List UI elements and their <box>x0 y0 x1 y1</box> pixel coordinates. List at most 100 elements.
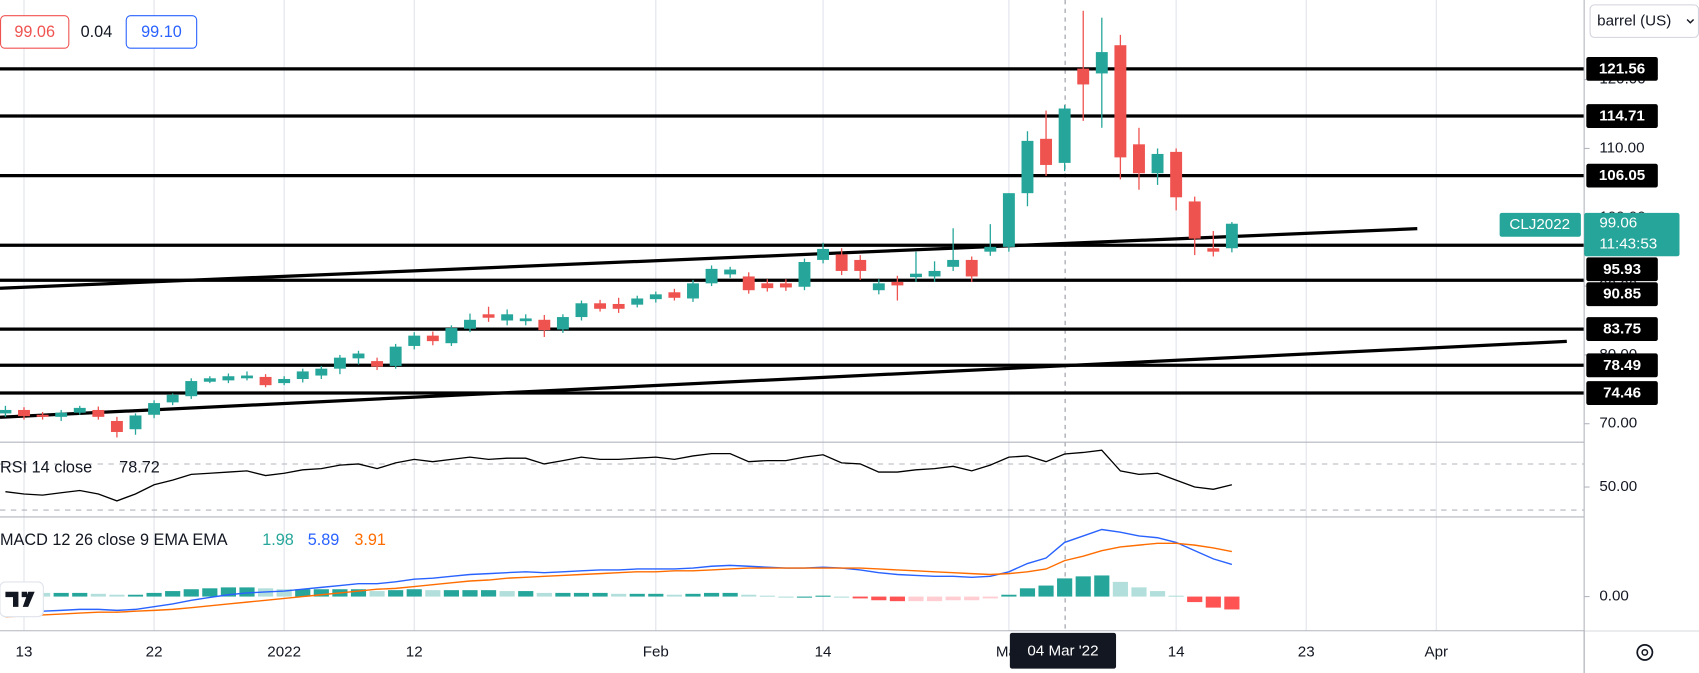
candle-body <box>519 318 532 322</box>
candle-body <box>1225 223 1238 249</box>
candle-body <box>352 353 365 359</box>
histogram-bar <box>1057 578 1073 597</box>
histogram-bar <box>72 592 88 597</box>
histogram-bar <box>313 589 329 597</box>
histogram-bar <box>1001 594 1017 597</box>
candle-body <box>556 317 569 330</box>
settings-icon[interactable] <box>1636 643 1654 661</box>
ask-box[interactable] <box>125 15 198 49</box>
candle-body <box>0 409 12 414</box>
x-tick-label: Mar <box>996 643 1022 660</box>
candle-body <box>798 261 811 287</box>
candle-body <box>333 357 346 369</box>
bid-box[interactable] <box>0 15 70 49</box>
candle-body <box>928 270 941 277</box>
candle-body <box>222 376 235 381</box>
x-tick-label: Apr <box>1424 643 1448 660</box>
x-tick-label: 2022 <box>267 643 301 660</box>
last-price: 99.06 <box>1599 215 1637 232</box>
candle-body <box>817 248 830 260</box>
histogram-bar <box>703 592 720 597</box>
histogram-bar <box>406 589 422 597</box>
level-label-box <box>1586 353 1658 378</box>
histogram-bar <box>443 590 459 597</box>
histogram-bar <box>165 591 181 597</box>
trend-line <box>0 227 1418 290</box>
candle-body <box>464 319 476 329</box>
candle-body <box>129 415 142 430</box>
level-label: 95.93 <box>1603 261 1641 278</box>
candle-body <box>649 294 662 300</box>
histogram-bar <box>295 589 311 597</box>
levels-layer <box>0 67 1585 395</box>
histogram-bar <box>239 587 255 597</box>
candle-body <box>185 381 198 397</box>
candle-body <box>426 335 439 342</box>
candle-body <box>779 283 792 288</box>
candle-body <box>947 259 960 267</box>
candle-body <box>1002 193 1015 247</box>
histogram-bar <box>1205 596 1221 608</box>
candle-body <box>166 394 179 403</box>
histogram-bar <box>146 592 162 597</box>
spread: 0.04 <box>81 23 113 41</box>
candle-body <box>1077 68 1090 85</box>
candle-body <box>872 283 885 291</box>
crosshair-label: 04 Mar '22 <box>1027 642 1098 659</box>
level-label-box <box>1586 56 1658 81</box>
candle-body <box>55 412 68 417</box>
candle-body <box>742 276 755 291</box>
crosshair-label-box <box>1009 632 1117 669</box>
histogram-bar <box>462 590 478 597</box>
candle-body <box>408 335 421 346</box>
unit-selector[interactable] <box>1589 4 1699 38</box>
level-label: 90.85 <box>1603 286 1641 303</box>
histogram-bar <box>1131 587 1147 597</box>
candle-body <box>1133 144 1145 174</box>
candle-body <box>1021 140 1034 194</box>
histogram-bar <box>722 592 738 597</box>
rsi-layer <box>5 449 1233 502</box>
histogram-bar <box>536 592 552 597</box>
level-label-box <box>1586 257 1658 282</box>
x-tick-label: 12 <box>406 643 423 660</box>
candle-body <box>687 283 699 299</box>
candle-body <box>631 298 644 305</box>
histogram-bar <box>499 591 515 597</box>
grid-layer <box>0 0 1585 631</box>
level-label: 114.71 <box>1599 108 1645 125</box>
histogram-readout: 1.98 <box>262 531 294 549</box>
rsi-title: RSI 14 close <box>0 458 92 476</box>
histogram-bar <box>759 595 775 597</box>
histogram-bar <box>555 592 571 597</box>
candle-body <box>1040 138 1053 165</box>
candle-body <box>668 292 681 298</box>
candle-body <box>73 407 86 413</box>
level-label: 74.46 <box>1603 385 1641 402</box>
candle-body <box>371 361 384 367</box>
histogram-bar <box>778 596 794 598</box>
histogram-bar <box>666 594 682 597</box>
histogram-bar <box>741 594 757 597</box>
candle-body <box>984 246 997 252</box>
macd-title: MACD 12 26 close 9 EMA EMA <box>0 531 228 549</box>
candle-body <box>92 409 105 417</box>
logo-mark <box>5 591 35 607</box>
histogram-bar <box>1112 581 1128 597</box>
ask-price: 99.10 <box>141 23 182 41</box>
candle-body <box>1095 52 1108 74</box>
level-label: 78.49 <box>1603 357 1641 374</box>
histogram-bar <box>852 596 868 599</box>
signal-line <box>5 542 1233 618</box>
histogram-bar <box>815 595 831 597</box>
histogram-bar <box>964 596 980 601</box>
x-tick-label: 13 <box>16 643 33 660</box>
level-label-box <box>1586 381 1658 405</box>
logo[interactable] <box>0 581 44 618</box>
histogram-bar <box>685 593 701 597</box>
candle-body <box>854 259 867 271</box>
histogram-bar <box>183 589 199 597</box>
y-tick-label: 110.00 <box>1599 139 1644 156</box>
